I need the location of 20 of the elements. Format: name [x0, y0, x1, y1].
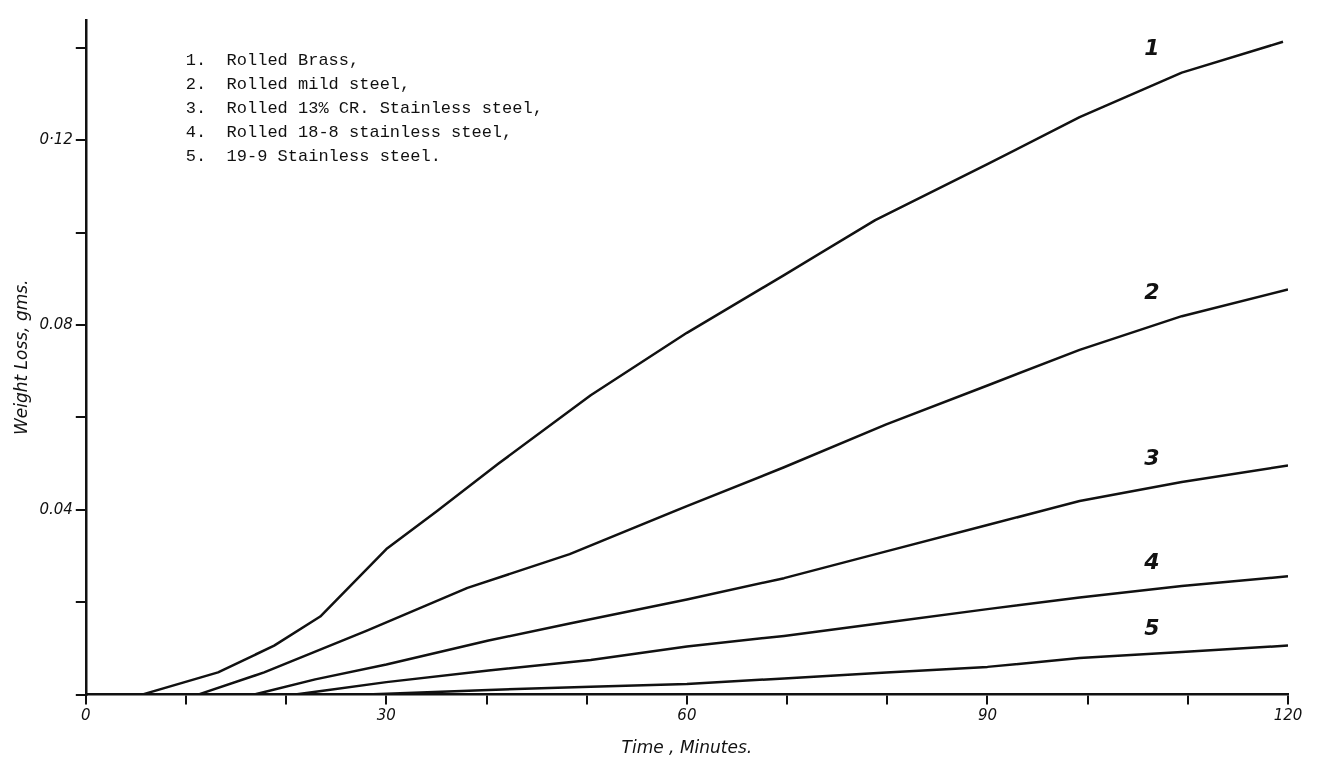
x-tick-label: 90	[977, 705, 997, 724]
x-tick-label: 0	[81, 705, 91, 724]
x-tick-label: 120	[1273, 705, 1303, 724]
y-tick-label: 0.08	[39, 314, 73, 333]
series-label: 1	[1144, 35, 1160, 61]
annotation: 4. Rolled 18-8 stainless steel,	[185, 122, 513, 142]
series-label: 5	[1144, 614, 1160, 640]
annotation: 1. Rolled Brass,	[185, 50, 360, 70]
y-axis-title: Weight Loss, gms.	[10, 279, 31, 436]
x-tick-label: 30	[376, 705, 396, 724]
series-label: 4	[1143, 548, 1160, 574]
x-axis-title: Time , Minutes.	[621, 737, 753, 758]
y-tick-label: 0·12	[39, 130, 73, 149]
annotation: 2. Rolled mild steel,	[185, 74, 411, 94]
annotation: 3. Rolled 13% CR. Stainless steel,	[185, 98, 543, 118]
annotation: 5. 19-9 Stainless steel.	[185, 146, 441, 166]
series-label: 2	[1144, 278, 1160, 304]
x-tick-label: 60	[677, 705, 697, 724]
series-label: 3	[1144, 444, 1160, 470]
y-tick-label: 0.04	[39, 499, 73, 518]
